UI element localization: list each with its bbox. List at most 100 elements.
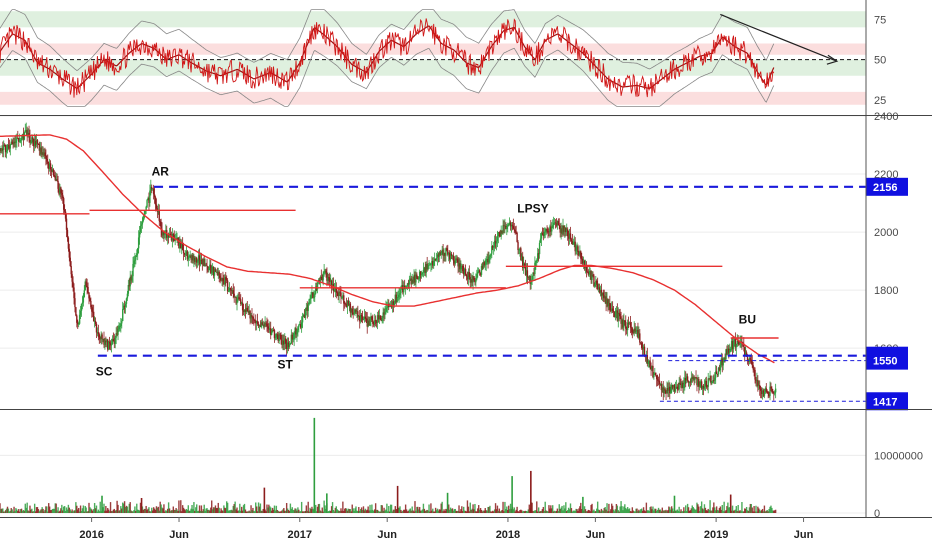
volume-bar [406, 511, 409, 513]
price-candle-body [382, 312, 384, 318]
volume-bar [269, 506, 271, 513]
price-candle-body [149, 190, 151, 203]
volume-bar [210, 507, 212, 513]
volume-bar [106, 510, 108, 513]
volume-bar [278, 511, 280, 513]
price-candle-body [337, 292, 339, 297]
price-candle-body [65, 218, 68, 230]
price-candle-body [507, 225, 509, 227]
price-candle-body [160, 221, 162, 230]
price-candle-body [100, 334, 102, 340]
volume-bar [395, 509, 397, 513]
price-candle-body [55, 179, 57, 181]
price-candle-body [84, 281, 86, 291]
volume-bar [589, 511, 591, 513]
volume-bar [713, 502, 715, 513]
price-candle-body [133, 260, 135, 264]
price-candle-body [345, 304, 348, 308]
price-candle-body [231, 290, 234, 291]
volume-bar [684, 510, 686, 513]
price-candle-body [92, 311, 94, 313]
price-candle-body [296, 330, 298, 335]
volume-bar [558, 504, 560, 513]
volume-bar [388, 506, 390, 513]
price-candle-body [128, 285, 130, 287]
price-candle-body [227, 290, 230, 292]
price-candle-body [680, 383, 682, 388]
price-candle-body [502, 225, 504, 234]
price-candle-body [375, 320, 378, 323]
price-candle-body [15, 140, 17, 143]
volume-bar [502, 501, 504, 513]
volume-bar [152, 507, 155, 513]
price-candle-body [475, 279, 477, 283]
volume-bar [18, 509, 20, 513]
volume-bar [164, 511, 166, 513]
volume-bar [11, 509, 13, 513]
volume-bar [59, 510, 61, 513]
volume-bar [566, 511, 568, 513]
volume-bar [122, 503, 125, 513]
volume-bar [162, 508, 164, 513]
price-candle-body [282, 340, 284, 345]
volume-bar [679, 511, 681, 513]
price-candle-body [218, 271, 220, 276]
volume-bar [413, 511, 415, 513]
price-candle-body [79, 310, 82, 315]
volume-bar [276, 509, 278, 513]
price-candle-body [440, 253, 442, 255]
price-candle-body [451, 255, 454, 257]
price-candle-body [661, 387, 664, 391]
price-candle-body [676, 386, 678, 389]
price-candle-body [72, 281, 74, 288]
volume-bar [275, 505, 278, 513]
price-candle-body [490, 253, 492, 256]
price-candle-body [721, 358, 723, 366]
volume-bar [123, 501, 126, 513]
price-candle-body [729, 348, 732, 351]
price-candle-body [466, 276, 469, 280]
volume-bar [464, 510, 467, 513]
volume-bar [596, 501, 599, 513]
price-candle-body [574, 241, 576, 252]
volume-bar [30, 509, 32, 513]
volume-bar [151, 510, 154, 513]
price-candle-body [278, 334, 280, 342]
volume-bar [726, 506, 728, 513]
price-candle-body [479, 272, 482, 275]
price-candle-body [617, 312, 619, 321]
price-candle-body [196, 261, 199, 263]
volume-bar [181, 511, 183, 513]
volume-bar [766, 510, 768, 513]
volume-bar [752, 511, 754, 513]
volume-bar [544, 501, 546, 513]
price-candle-body [496, 236, 499, 242]
time-tick-label: Jun [586, 529, 606, 541]
price-candle-body [249, 310, 251, 319]
price-candle-body [83, 290, 86, 298]
price-candle-body [714, 371, 717, 378]
price-candle-body [751, 361, 753, 366]
volume-bar [215, 507, 218, 513]
volume-bar [53, 508, 56, 513]
volume-bar [175, 508, 177, 513]
price-panel: 240022002000180016002156157415501417ARSC… [0, 111, 908, 411]
volume-bar [583, 506, 586, 513]
volume-bar [270, 507, 272, 513]
volume-bar [611, 505, 614, 513]
price-candle-body [175, 238, 177, 239]
price-candle-body [456, 258, 458, 260]
price-candle-body [223, 281, 225, 285]
price-candle-body [719, 363, 722, 371]
price-candle-body [0, 148, 2, 152]
volume-bar [763, 505, 766, 513]
volume-bar [118, 510, 120, 513]
price-candle-body [577, 246, 579, 252]
volume-bar [273, 505, 276, 513]
volume-bar [14, 511, 16, 513]
price-candle-body [13, 141, 15, 145]
price-candle-body [434, 258, 437, 261]
price-candle-body [724, 358, 726, 360]
price-candle-body [428, 264, 430, 266]
